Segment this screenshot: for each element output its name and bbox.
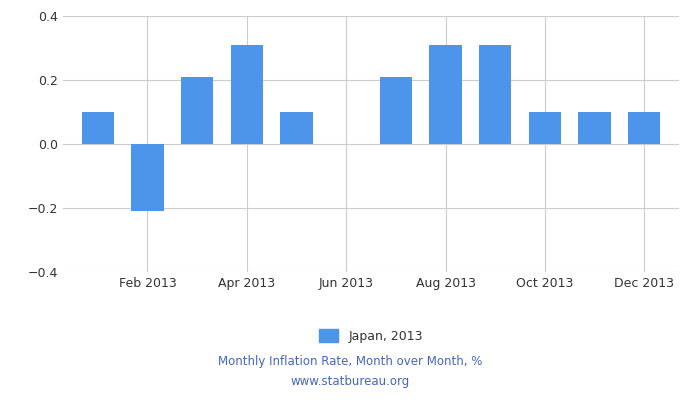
Bar: [181, 77, 214, 144]
Legend: Japan, 2013: Japan, 2013: [314, 324, 428, 348]
Bar: [628, 112, 660, 144]
Bar: [280, 112, 313, 144]
Text: www.statbureau.org: www.statbureau.org: [290, 376, 410, 388]
Bar: [578, 112, 610, 144]
Bar: [429, 45, 462, 144]
Bar: [132, 144, 164, 211]
Text: Monthly Inflation Rate, Month over Month, %: Monthly Inflation Rate, Month over Month…: [218, 356, 482, 368]
Bar: [479, 45, 511, 144]
Bar: [231, 45, 263, 144]
Bar: [528, 112, 561, 144]
Bar: [379, 77, 412, 144]
Bar: [82, 112, 114, 144]
